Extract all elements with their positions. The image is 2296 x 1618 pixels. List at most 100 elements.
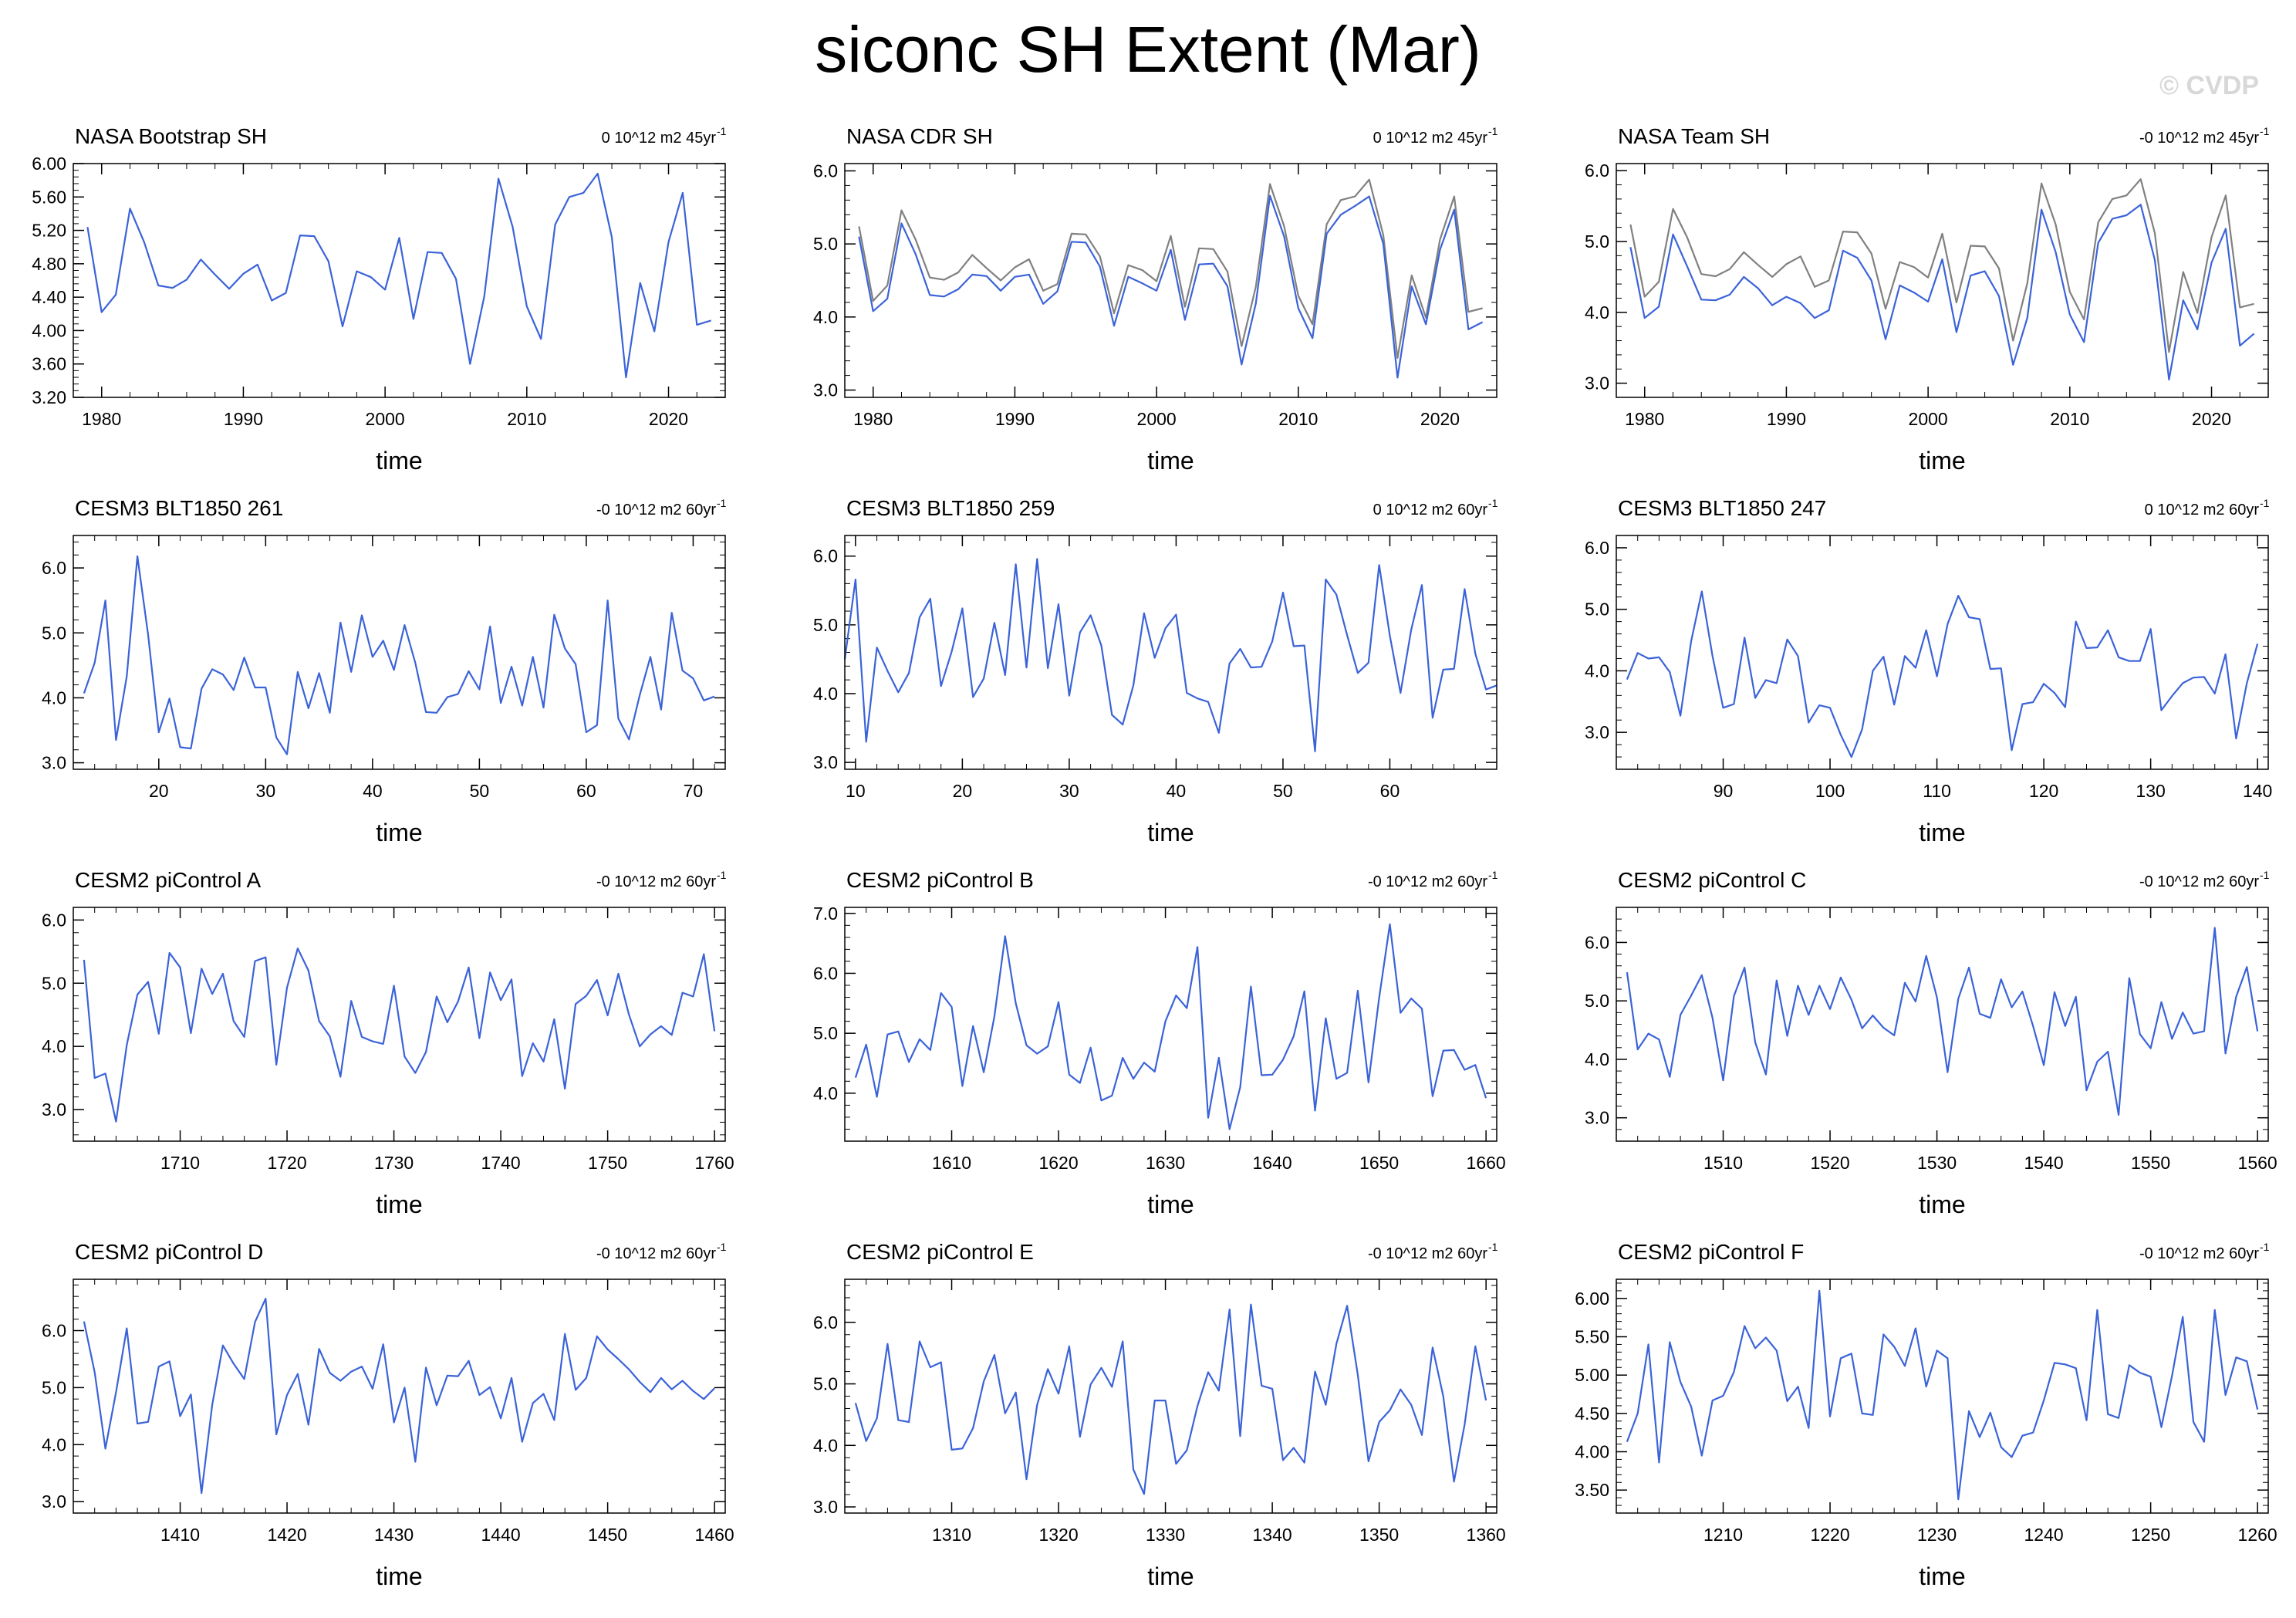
x-tick-label: 2000	[1909, 409, 1948, 429]
y-tick-label: 4.00	[32, 320, 66, 340]
plot-frame	[1616, 1279, 2269, 1514]
trend-label: -0 10^12 m2 60yr	[2139, 873, 2259, 890]
x-tick-label: 1710	[160, 1153, 200, 1173]
y-tick-label: 5.0	[813, 615, 838, 635]
y-tick-label: 4.40	[32, 287, 66, 307]
panel-title: CESM2 piControl D	[75, 1240, 263, 1264]
x-tick-label: 2010	[507, 409, 546, 429]
y-tick-label: 4.0	[42, 687, 66, 708]
x-tick-label: 2000	[1137, 409, 1177, 429]
plot-frame	[844, 535, 1497, 770]
plot-frame	[73, 1279, 726, 1514]
y-tick-label: 6.00	[32, 154, 66, 174]
x-tick-label: 2010	[1278, 409, 1318, 429]
chart-panel: CESM2 piControl A -0 10^12 m2 60yr -1 1710 1…	[42, 868, 734, 1218]
trend-label: -0 10^12 m2 60yr	[596, 502, 716, 519]
y-tick-label: 4.0	[42, 1434, 66, 1454]
data-series-line	[83, 947, 716, 1123]
y-tick-label: 5.0	[1585, 600, 1609, 620]
x-tick-label: 50	[470, 781, 490, 801]
y-tick-label: 7.0	[813, 904, 838, 924]
x-tick-label: 2020	[649, 409, 688, 429]
chart-panel: CESM2 piControl E -0 10^12 m2 60yr -1 1310 1…	[813, 1240, 1506, 1590]
x-axis-label: time	[376, 1191, 422, 1218]
x-tick-label: 1520	[1810, 1153, 1849, 1173]
y-tick-label: 4.0	[813, 307, 838, 327]
trend-exponent: -1	[1488, 1241, 1498, 1253]
y-tick-label: 5.20	[32, 221, 66, 241]
data-series-line	[854, 923, 1487, 1130]
trend-label: 0 10^12 m2 45yr	[1373, 130, 1488, 147]
y-tick-label: 4.00	[1575, 1442, 1609, 1462]
plot-frame	[1616, 163, 2269, 398]
x-tick-label: 1980	[1625, 409, 1664, 429]
y-tick-label: 5.0	[1585, 991, 1609, 1011]
trend-label: -0 10^12 m2 60yr	[1368, 873, 1487, 890]
x-tick-label: 140	[2243, 781, 2272, 801]
data-series-line	[854, 1303, 1487, 1495]
x-tick-label: 1360	[1467, 1525, 1506, 1545]
x-axis-label: time	[1919, 1191, 1965, 1218]
plot-frame	[73, 163, 726, 398]
y-tick-label: 3.0	[42, 1491, 66, 1512]
x-tick-label: 1260	[2238, 1525, 2277, 1545]
chart-panel: CESM3 BLT1850 261 -0 10^12 m2 60yr -1 20 30 4…	[42, 496, 727, 846]
x-axis-label: time	[1919, 447, 1965, 475]
x-tick-label: 1230	[1917, 1525, 1957, 1545]
trend-label: -0 10^12 m2 60yr	[2139, 1245, 2259, 1262]
x-tick-label: 1250	[2131, 1525, 2170, 1545]
reference-series-line	[858, 178, 1483, 359]
plot-frame	[844, 1279, 1497, 1514]
y-tick-label: 4.0	[813, 1435, 838, 1455]
y-tick-label: 4.0	[1585, 1049, 1609, 1069]
trend-label: -0 10^12 m2 60yr	[596, 1245, 716, 1262]
y-tick-label: 6.0	[1585, 932, 1609, 952]
x-tick-label: 1730	[374, 1153, 414, 1173]
panel-title: CESM2 piControl C	[1618, 868, 1806, 892]
panel-title: CESM2 piControl F	[1618, 1240, 1804, 1264]
x-tick-label: 1760	[695, 1153, 734, 1173]
chart-panel: CESM2 piControl D -0 10^12 m2 60yr -1 1410 1…	[42, 1240, 734, 1590]
y-tick-label: 5.0	[813, 1023, 838, 1043]
plot-frame	[1616, 535, 2269, 770]
x-tick-label: 100	[1815, 781, 1845, 801]
trend-label: 0 10^12 m2 45yr	[602, 130, 717, 147]
x-tick-label: 1330	[1146, 1525, 1185, 1545]
y-tick-label: 5.0	[1585, 231, 1609, 252]
x-tick-label: 1350	[1359, 1525, 1399, 1545]
x-tick-label: 1990	[995, 409, 1035, 429]
plot-frame	[1616, 907, 2269, 1142]
y-tick-label: 3.0	[1585, 1108, 1609, 1128]
x-tick-label: 1740	[481, 1153, 521, 1173]
panel-title: CESM3 BLT1850 261	[75, 496, 283, 520]
panel-title: CESM2 piControl B	[846, 868, 1034, 892]
trend-exponent: -1	[2260, 125, 2270, 137]
y-tick-label: 4.80	[32, 254, 66, 274]
data-series-line	[1626, 590, 2259, 758]
x-tick-label: 2020	[1420, 409, 1460, 429]
x-axis-label: time	[1147, 447, 1194, 475]
page-title: siconc SH Extent (Mar)	[815, 13, 1481, 86]
panel-title: NASA CDR SH	[846, 124, 993, 148]
panel-title: CESM3 BLT1850 259	[846, 496, 1055, 520]
x-tick-label: 130	[2136, 781, 2165, 801]
y-tick-label: 3.0	[42, 1099, 66, 1120]
x-tick-label: 60	[1380, 781, 1400, 801]
data-series-line	[858, 194, 1484, 379]
x-tick-label: 90	[1714, 781, 1734, 801]
panel-title: CESM2 piControl E	[846, 1240, 1034, 1264]
data-series-line	[86, 172, 711, 379]
trend-exponent: -1	[2260, 869, 2270, 881]
y-tick-label: 3.0	[1585, 722, 1609, 742]
x-tick-label: 10	[846, 781, 866, 801]
y-tick-label: 6.0	[42, 558, 66, 578]
panel-title: NASA Team SH	[1618, 124, 1770, 148]
y-tick-label: 6.0	[813, 1312, 838, 1333]
y-tick-label: 3.60	[32, 354, 66, 374]
y-tick-label: 6.0	[813, 963, 838, 983]
x-tick-label: 20	[149, 781, 169, 801]
x-axis-label: time	[1919, 819, 1965, 846]
data-series-line	[1626, 927, 2259, 1116]
y-tick-label: 6.0	[813, 546, 838, 566]
